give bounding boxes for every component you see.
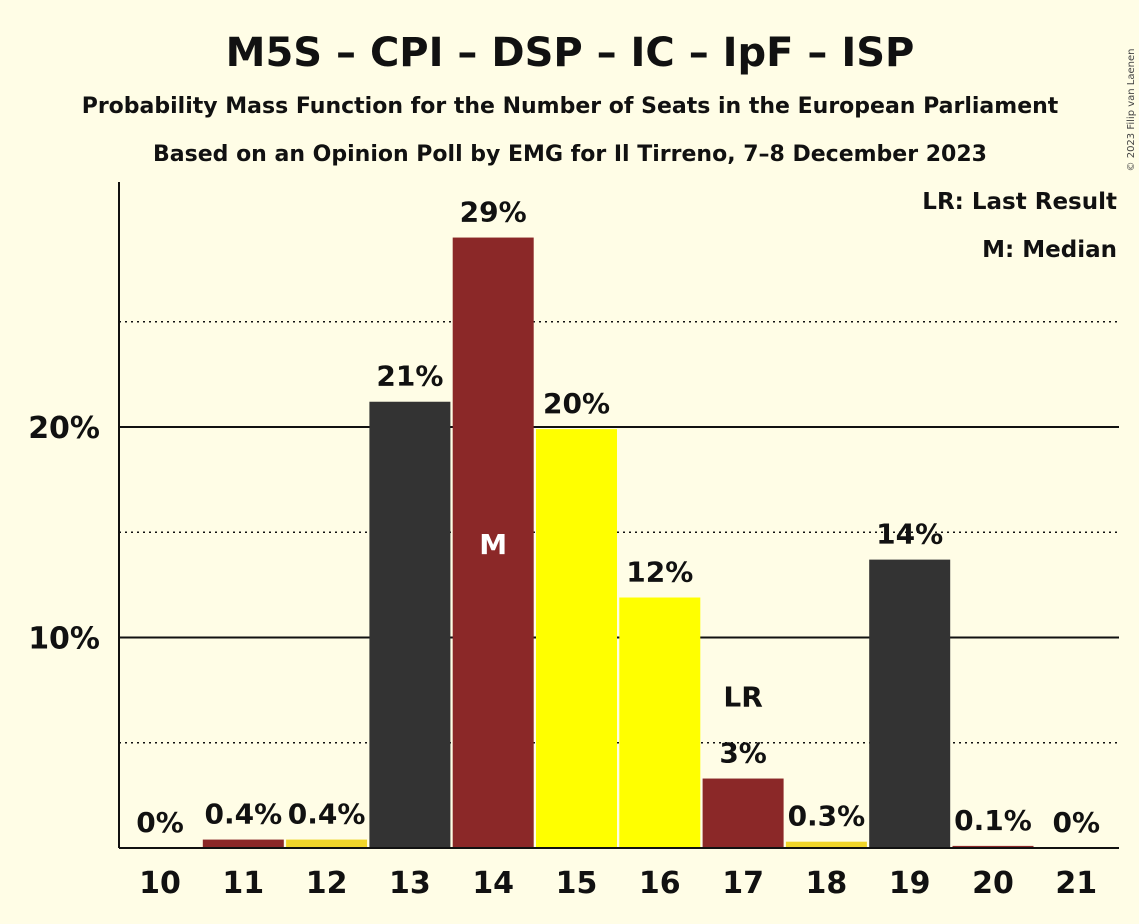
data-label: 20% [543, 387, 610, 420]
x-tick-label: 16 [639, 866, 681, 901]
data-label: 21% [376, 360, 443, 393]
data-label: 0.4% [204, 798, 282, 831]
bar-17 [702, 778, 784, 848]
legend-median: M: Median [982, 237, 1117, 263]
bar-11 [202, 839, 284, 848]
data-label: 0% [1053, 806, 1101, 839]
data-label: 0.3% [788, 800, 866, 833]
median-marker: M [479, 528, 507, 561]
data-label: 0.1% [954, 804, 1032, 837]
data-label: 14% [876, 518, 943, 551]
data-label: 0.4% [288, 798, 366, 831]
bar-15 [536, 429, 617, 848]
chart-title: M5S – CPI – DSP – IC – IpF – ISP [226, 30, 915, 76]
gridlines [119, 321, 1119, 744]
bar-20 [952, 845, 1034, 848]
data-label: 3% [719, 737, 767, 770]
bars [202, 237, 1034, 849]
x-tick-label: 15 [556, 866, 598, 901]
chart-subtitle-source: Based on an Opinion Poll by EMG for Il T… [153, 142, 987, 167]
legend-last-result: LR: Last Result [922, 189, 1117, 215]
bar-14 [452, 237, 534, 849]
data-label: 29% [460, 196, 527, 229]
chart-subtitle: Probability Mass Function for the Number… [82, 94, 1059, 119]
axes [118, 182, 1119, 849]
x-tick-label: 17 [722, 866, 764, 901]
y-tick-label: 20% [28, 411, 100, 446]
x-tick-label: 21 [1055, 866, 1097, 901]
x-tick-label: 18 [806, 866, 848, 901]
data-label: 0% [136, 806, 184, 839]
labels: 10% 20% 10 0% 11 0.4% 12 0.4% 13 21% 14 29% M 15 20% 16… [28, 196, 1100, 901]
x-tick-label: 19 [889, 866, 931, 901]
data-label: 12% [626, 556, 693, 589]
bar-12 [286, 839, 368, 848]
bar-13 [369, 401, 451, 848]
x-tick-label: 13 [389, 866, 431, 901]
x-tick-label: 14 [472, 866, 514, 901]
x-tick-label: 11 [222, 866, 264, 901]
x-tick-label: 12 [306, 866, 348, 901]
copyright-notice: © 2023 Filip van Laenen [1126, 49, 1137, 172]
bar-19 [869, 559, 951, 848]
x-tick-label: 20 [972, 866, 1014, 901]
x-tick-label: 10 [139, 866, 181, 901]
last-result-marker: LR [723, 681, 762, 714]
y-tick-label: 10% [28, 622, 100, 657]
bar-18 [785, 841, 867, 848]
bar-16 [619, 597, 701, 848]
